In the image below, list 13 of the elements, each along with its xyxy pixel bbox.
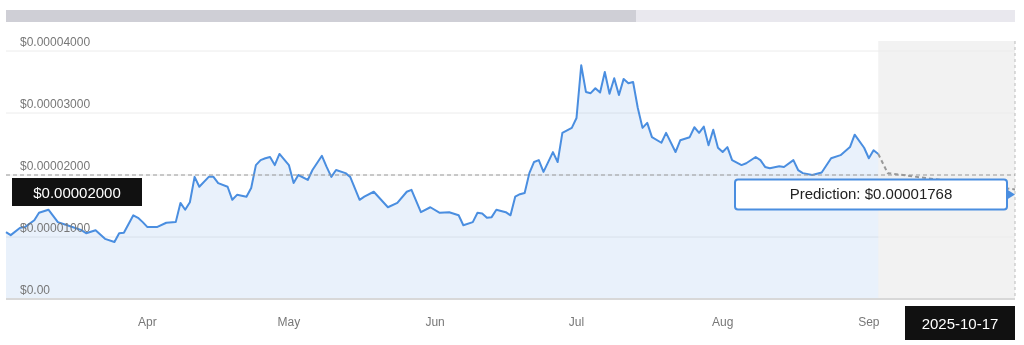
x-tick-label: Apr	[138, 315, 157, 329]
ref-line-label: $0.00002000	[33, 184, 121, 201]
x-tick-label: Jul	[568, 315, 585, 329]
y-tick-label: $0.00002000	[20, 159, 91, 173]
annotation: Prediction: $0.00001768	[789, 185, 953, 203]
x-tick-label: Jun	[425, 315, 445, 329]
x-tick-label: May	[277, 315, 301, 329]
x-tick-label: Aug	[711, 315, 734, 329]
y-tick-label: $0.00004000	[20, 35, 91, 49]
x-tick-label: Sep	[858, 315, 880, 329]
y-tick-label: $0.00	[20, 283, 51, 297]
y-tick-label: $0.00003000	[20, 97, 91, 111]
text: 2025-10-17	[921, 315, 999, 332]
